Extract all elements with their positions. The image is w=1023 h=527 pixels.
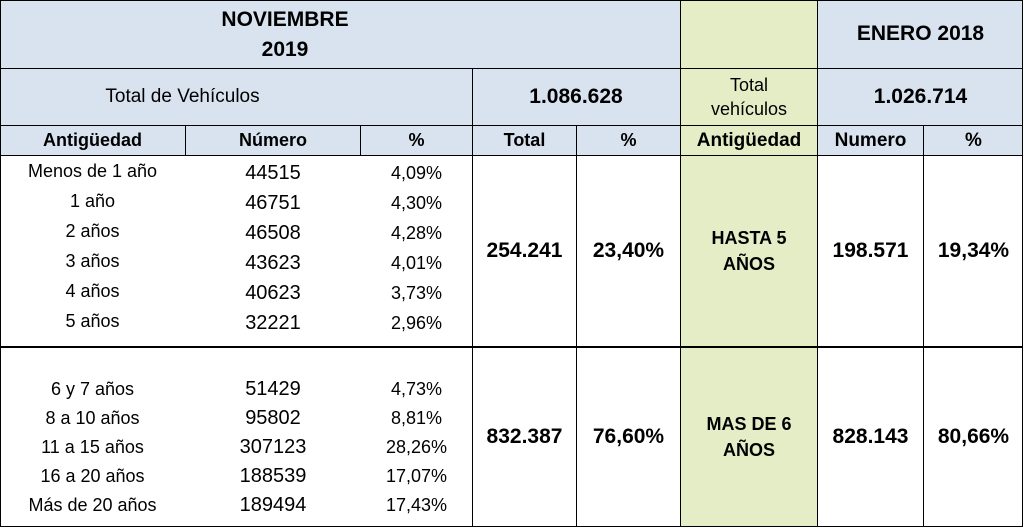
row-pct: 8,81% bbox=[390, 408, 443, 428]
group1-category-line2: AÑOS bbox=[722, 254, 775, 274]
row-pct: 4,73% bbox=[390, 379, 443, 399]
col-pct-2018: % bbox=[965, 129, 982, 151]
group2-category-line1: MAS DE 6 bbox=[706, 414, 792, 434]
group2-category-line2: AÑOS bbox=[722, 440, 775, 460]
row-label: 16 a 20 años bbox=[40, 466, 145, 486]
total-vehiculos-label: Total de Vehículos bbox=[105, 86, 260, 107]
header-enero: ENERO 2018 bbox=[856, 22, 985, 45]
rule-under-totals bbox=[0, 125, 1023, 126]
row-number: 95802 bbox=[245, 407, 301, 429]
row-pct: 17,43% bbox=[385, 495, 448, 515]
group1-total: 254.241 bbox=[486, 239, 563, 262]
row-number: 43623 bbox=[245, 251, 301, 274]
row-label: 4 años bbox=[65, 280, 120, 301]
total-vehiculos-2019: 1.086.628 bbox=[529, 85, 623, 108]
row-number: 51429 bbox=[245, 378, 301, 400]
group2-category: MAS DE 6 AÑOS bbox=[681, 348, 817, 526]
row-label: 1 año bbox=[69, 190, 116, 211]
row-number: 40623 bbox=[245, 281, 301, 304]
row-label: 6 y 7 años bbox=[50, 379, 135, 399]
divider-817 bbox=[817, 0, 818, 527]
row-label: 8 a 10 años bbox=[45, 408, 140, 428]
group1-total-pct: 23,40% bbox=[592, 239, 665, 262]
total-label-line1: Total bbox=[729, 75, 769, 95]
group2-total-pct: 76,60% bbox=[592, 425, 665, 448]
row-number: 32221 bbox=[245, 311, 301, 334]
divider-923 bbox=[923, 125, 924, 527]
row-pct: 4,28% bbox=[390, 222, 443, 243]
col-pct-2: % bbox=[620, 130, 637, 150]
group1-labels: Menos de 1 año 1 año 2 años 3 años 4 año… bbox=[0, 156, 185, 344]
row-number: 189494 bbox=[239, 494, 307, 516]
header-noviembre-title: NOVIEMBRE bbox=[221, 8, 349, 31]
row-number: 307123 bbox=[239, 436, 307, 458]
group1-pcts: 4,09% 4,30% 4,28% 4,01% 3,73% 2,96% bbox=[361, 158, 472, 346]
row-pct: 28,26% bbox=[385, 437, 448, 457]
total-label-line2: vehículos bbox=[710, 99, 788, 119]
column-header-row bbox=[0, 125, 1023, 155]
divider-360 bbox=[360, 125, 361, 155]
group2-pcts: 4,73% 8,81% 28,26% 17,07% 17,43% bbox=[361, 375, 472, 525]
col-numero: Número bbox=[238, 130, 307, 150]
total-vehiculos-2018: 1.026.714 bbox=[873, 85, 968, 108]
col-total: Total bbox=[503, 130, 546, 150]
row-number: 188539 bbox=[239, 465, 307, 487]
row-pct: 3,73% bbox=[390, 282, 443, 303]
row-label: 11 a 15 años bbox=[41, 437, 144, 457]
group2-labels: 6 y 7 años 8 a 10 años 11 a 15 años 16 a… bbox=[0, 375, 185, 525]
row-label: Más de 20 años bbox=[28, 495, 157, 515]
category-column-fill bbox=[680, 68, 817, 527]
row-number: 46751 bbox=[245, 191, 301, 214]
group1-pct-2018: 19,34% bbox=[937, 239, 1010, 262]
row-label: 5 años bbox=[65, 310, 120, 331]
divider-680 bbox=[680, 0, 681, 527]
border-left bbox=[0, 0, 1, 527]
group2-total: 832.387 bbox=[486, 425, 563, 448]
row-pct: 4,01% bbox=[390, 252, 443, 273]
row-label: 3 años bbox=[65, 250, 120, 271]
divider-472 bbox=[472, 68, 473, 527]
total-vehiculos-2018-label: Total vehículos bbox=[681, 69, 817, 125]
row-number: 46508 bbox=[245, 221, 301, 244]
rule-under-header bbox=[0, 68, 1023, 69]
group1-category: HASTA 5 AÑOS bbox=[681, 156, 817, 346]
border-top bbox=[0, 0, 1023, 1]
header-enero-cell bbox=[817, 0, 1023, 68]
group2-numbers: 51429 95802 307123 188539 189494 bbox=[186, 375, 360, 525]
header-noviembre-cell bbox=[0, 0, 680, 68]
group2-numero-2018: 828.143 bbox=[832, 425, 909, 448]
group2-pct-2018: 80,66% bbox=[937, 425, 1010, 448]
row-pct: 2,96% bbox=[390, 312, 443, 333]
group1-numero-2018: 198.571 bbox=[832, 239, 909, 262]
header-spacer-cell bbox=[680, 0, 817, 68]
row-label: 2 años bbox=[65, 220, 120, 241]
header-noviembre-year: 2019 bbox=[261, 38, 309, 61]
divider-576 bbox=[576, 125, 577, 527]
header-noviembre: NOVIEMBRE 2019 bbox=[180, 4, 390, 66]
row-pct: 4,09% bbox=[390, 162, 443, 183]
row-pct: 17,07% bbox=[385, 466, 448, 486]
col-pct: % bbox=[408, 130, 425, 150]
row-label: Menos de 1 año bbox=[27, 160, 158, 181]
rule-between-groups bbox=[0, 346, 1023, 348]
col-antiguedad: Antigüedad bbox=[43, 130, 142, 150]
col-antiguedad-2018: Antigüedad bbox=[696, 129, 802, 151]
row-number: 44515 bbox=[245, 161, 301, 184]
col-numero-2018: Numero bbox=[834, 129, 907, 151]
totals-row bbox=[0, 68, 1023, 125]
divider-185 bbox=[185, 125, 186, 155]
group1-numbers: 44515 46751 46508 43623 40623 32221 bbox=[186, 158, 360, 346]
group1-category-line1: HASTA 5 bbox=[711, 228, 787, 248]
rule-under-columns bbox=[0, 155, 1023, 156]
row-pct: 4,30% bbox=[390, 192, 443, 213]
